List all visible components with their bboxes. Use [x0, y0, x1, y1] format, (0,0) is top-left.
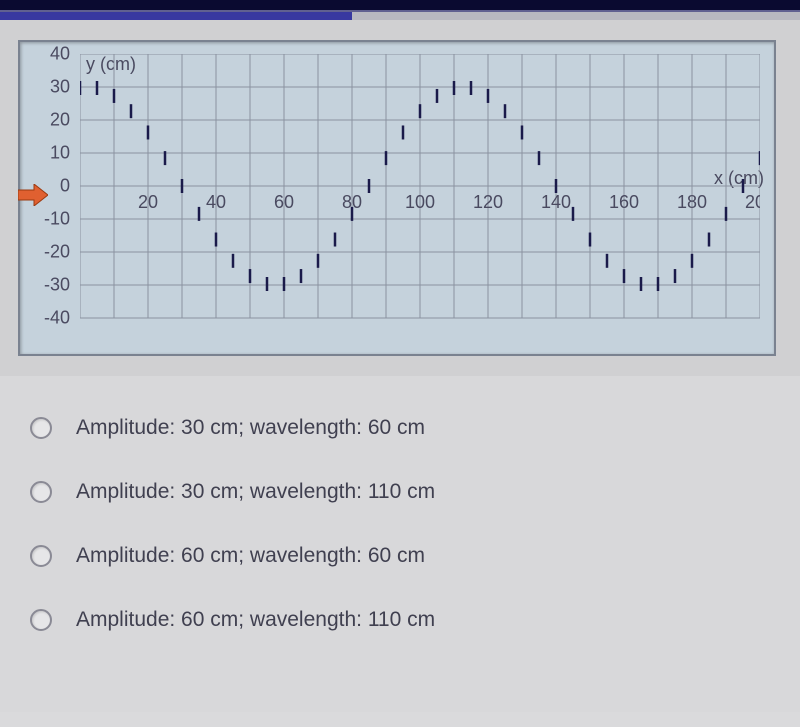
progress-fill: [0, 12, 352, 20]
window-top-bar: [0, 0, 800, 12]
y-tick-label: 30: [50, 77, 70, 98]
radio-icon[interactable]: [30, 417, 52, 439]
radio-icon[interactable]: [30, 481, 52, 503]
chart-section: y (cm) x (cm) 403020100-10-20-30-40 2040…: [0, 20, 800, 376]
option-d[interactable]: Amplitude: 60 cm; wavelength: 110 cm: [30, 608, 770, 632]
x-tick-label: 20: [138, 192, 158, 212]
x-tick-label: 80: [342, 192, 362, 212]
y-tick-label: 20: [50, 110, 70, 131]
chart-plot-area: 20 40 60 80 100 120 140 160 180 200: [80, 54, 760, 334]
question-page: y (cm) x (cm) 403020100-10-20-30-40 2040…: [0, 0, 800, 727]
x-tick-label: 140: [541, 192, 571, 212]
y-tick-label: -30: [44, 275, 70, 296]
x-tick-label: 200: [745, 192, 760, 212]
radio-icon[interactable]: [30, 545, 52, 567]
y-tick-label: -40: [44, 308, 70, 329]
option-a[interactable]: Amplitude: 30 cm; wavelength: 60 cm: [30, 416, 770, 440]
x-tick-label: 120: [473, 192, 503, 212]
option-b[interactable]: Amplitude: 30 cm; wavelength: 110 cm: [30, 480, 770, 504]
x-tick-label: 180: [677, 192, 707, 212]
y-tick-label: 40: [50, 44, 70, 65]
option-label: Amplitude: 60 cm; wavelength: 110 cm: [76, 608, 435, 632]
y-tick-label: -10: [44, 209, 70, 230]
option-c[interactable]: Amplitude: 60 cm; wavelength: 60 cm: [30, 544, 770, 568]
x-tick-label: 100: [405, 192, 435, 212]
radio-icon[interactable]: [30, 609, 52, 631]
x-tick-label: 40: [206, 192, 226, 212]
option-label: Amplitude: 30 cm; wavelength: 60 cm: [76, 416, 425, 440]
x-tick-label: 160: [609, 192, 639, 212]
y-tick-label: 0: [60, 176, 70, 197]
answer-options: Amplitude: 30 cm; wavelength: 60 cm Ampl…: [0, 376, 800, 712]
y-tick-label: -20: [44, 242, 70, 263]
chart-frame: y (cm) x (cm) 403020100-10-20-30-40 2040…: [18, 40, 776, 356]
chart-svg: 20 40 60 80 100 120 140 160 180 200: [80, 54, 760, 334]
option-label: Amplitude: 30 cm; wavelength: 110 cm: [76, 480, 435, 504]
option-label: Amplitude: 60 cm; wavelength: 60 cm: [76, 544, 425, 568]
progress-bar: [0, 12, 800, 20]
hand-pointer-icon: [18, 184, 48, 206]
x-tick-label: 60: [274, 192, 294, 212]
y-tick-label: 10: [50, 143, 70, 164]
